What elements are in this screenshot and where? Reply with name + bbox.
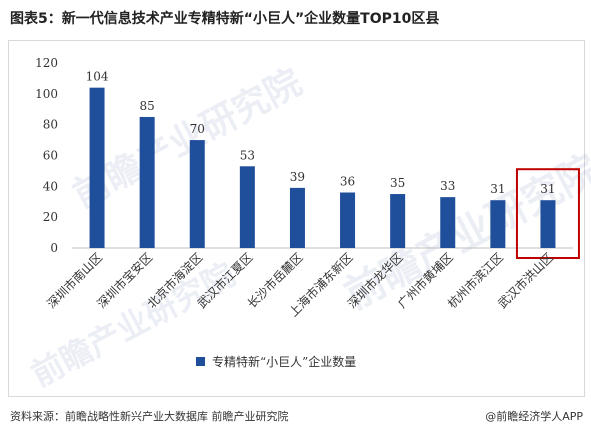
bar bbox=[89, 87, 105, 249]
data-label: 33 bbox=[440, 179, 455, 193]
data-label: 85 bbox=[140, 99, 155, 113]
y-tick-label: 120 bbox=[35, 56, 58, 70]
legend-swatch bbox=[196, 357, 205, 366]
source-note: 资料来源：前瞻战略性新兴产业大数据库 前瞻产业研究院 bbox=[10, 410, 289, 423]
chart-title: 图表5：新一代信息技术产业专精特新“小巨人”企业数量TOP10区县 bbox=[10, 11, 440, 27]
y-tick-label: 60 bbox=[43, 149, 58, 163]
bar bbox=[239, 166, 255, 248]
chart-frame bbox=[8, 40, 585, 397]
bar bbox=[540, 200, 556, 248]
data-label: 53 bbox=[240, 148, 255, 162]
y-tick-label: 0 bbox=[50, 241, 58, 255]
highlight-box bbox=[515, 168, 580, 259]
y-tick-label: 40 bbox=[43, 179, 58, 193]
bar bbox=[490, 200, 506, 248]
data-label: 70 bbox=[190, 122, 205, 136]
legend-label: 专精特新“小巨人”企业数量 bbox=[212, 354, 356, 369]
bar bbox=[390, 194, 406, 248]
data-label: 36 bbox=[340, 175, 355, 189]
data-label: 39 bbox=[290, 170, 305, 184]
bar bbox=[289, 187, 305, 248]
data-label: 35 bbox=[390, 176, 405, 190]
brand-label: @前瞻经济学人APP bbox=[485, 410, 583, 423]
bar bbox=[139, 116, 155, 248]
bar bbox=[340, 192, 356, 248]
y-tick-label: 80 bbox=[43, 118, 58, 132]
data-label: 31 bbox=[540, 182, 555, 196]
y-tick-label: 20 bbox=[43, 210, 58, 224]
data-label: 31 bbox=[490, 182, 505, 196]
y-tick-label: 100 bbox=[35, 87, 58, 101]
bar bbox=[440, 197, 456, 248]
data-label: 104 bbox=[86, 70, 109, 84]
bar bbox=[189, 140, 205, 248]
